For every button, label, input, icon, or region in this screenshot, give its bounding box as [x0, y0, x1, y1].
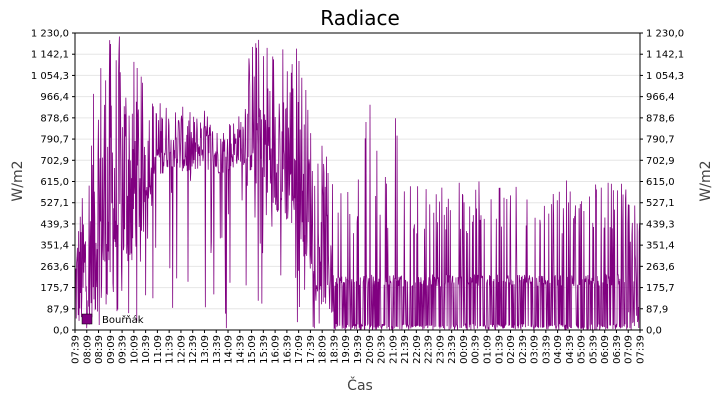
y-tick-label: 1 230,0 [31, 29, 69, 40]
y-tick-label: 878,6 [646, 113, 675, 124]
x-tick-label: 09:09 [106, 335, 117, 364]
x-tick-label: 08:09 [82, 335, 93, 364]
y-tick-label: 527,1 [40, 198, 69, 209]
x-tick-label: 19:39 [353, 335, 364, 364]
x-tick-label: 23:39 [447, 335, 458, 364]
x-tick-label: 17:39 [306, 335, 317, 364]
x-tick-label: 23:09 [435, 335, 446, 364]
y-tick-label: 351,4 [646, 241, 675, 252]
x-tick-label: 14:09 [224, 335, 235, 364]
x-tick-label: 11:39 [165, 335, 176, 364]
legend: Bouřňák [81, 313, 144, 326]
x-tick-label: 08:39 [94, 335, 105, 364]
y-axis-left: 0,0 87,9 175,7 263,6 351,4 439,3 527,1 615,0 702… [31, 29, 75, 337]
chart-title: Radiace [320, 6, 400, 30]
x-tick-label: 00:39 [471, 335, 482, 364]
y-tick-label: 966,4 [646, 92, 675, 103]
y-tick-label: 87,9 [646, 304, 668, 315]
y-tick-label: 1 142,1 [646, 50, 684, 61]
y-tick-label: 175,7 [40, 283, 69, 294]
x-tick-label: 03:39 [541, 335, 552, 364]
series-line [74, 36, 641, 332]
x-tick-label: 21:09 [388, 335, 399, 364]
x-tick-label: 04:39 [565, 335, 576, 364]
x-tick-label: 10:09 [129, 335, 140, 364]
x-tick-label: 00:09 [459, 335, 470, 364]
x-tick-label: 09:39 [118, 335, 129, 364]
y-tick-label: 0,0 [646, 326, 662, 337]
x-tick-label: 19:09 [341, 335, 352, 364]
y-tick-label: 790,7 [646, 135, 675, 146]
y-tick-label: 1 142,1 [31, 50, 69, 61]
y-tick-label: 439,3 [40, 219, 69, 230]
y-tick-label: 878,6 [40, 113, 69, 124]
y-tick-label: 263,6 [40, 262, 69, 273]
x-tick-label: 20:09 [365, 335, 376, 364]
y-tick-label: 351,4 [40, 241, 69, 252]
y-tick-label: 702,9 [646, 156, 675, 167]
x-tick-label: 07:09 [624, 335, 635, 364]
y-tick-label: 175,7 [646, 283, 675, 294]
x-tick-label: 01:39 [494, 335, 505, 364]
x-tick-label: 02:39 [518, 335, 529, 364]
y-tick-label: 702,9 [40, 156, 69, 167]
x-tick-label: 18:09 [318, 335, 329, 364]
y-tick-label: 527,1 [646, 198, 675, 209]
y-tick-label: 1 230,0 [646, 29, 684, 40]
x-tick-label: 03:09 [530, 335, 541, 364]
y-axis-right: 0,0 87,9 175,7 263,6 351,4 439,3 527,1 615,0 702… [640, 29, 684, 337]
legend-label: Bouřňák [102, 314, 144, 326]
x-tick-label: 07:39 [636, 335, 647, 364]
x-tick-label: 01:09 [482, 335, 493, 364]
x-tick-label: 15:09 [247, 335, 258, 364]
x-tick-label: 12:09 [176, 335, 187, 364]
x-tick-label: 15:39 [259, 335, 270, 364]
x-tick-label: 13:39 [212, 335, 223, 364]
y-tick-label: 966,4 [40, 92, 69, 103]
y-tick-label: 1 054,3 [31, 71, 69, 82]
x-tick-label: 16:09 [271, 335, 282, 364]
x-tick-label: 17:09 [294, 335, 305, 364]
x-tick-label: 22:09 [412, 335, 423, 364]
x-axis: 07:39 08:09 08:39 09:09 09:39 10:09 10:39 11:09… [71, 330, 647, 364]
x-tick-label: 06:39 [612, 335, 623, 364]
y-tick-label: 615,0 [40, 177, 69, 188]
y-tick-label: 0,0 [53, 326, 69, 337]
x-tick-label: 20:39 [377, 335, 388, 364]
x-tick-label: 11:09 [153, 335, 164, 364]
x-tick-label: 22:39 [424, 335, 435, 364]
x-tick-label: 05:39 [588, 335, 599, 364]
series-bournak [74, 36, 641, 332]
y-tick-label: 615,0 [646, 177, 675, 188]
x-tick-label: 21:39 [400, 335, 411, 364]
x-tick-label: 05:09 [577, 335, 588, 364]
y-tick-label: 1 054,3 [646, 71, 684, 82]
x-tick-label: 10:39 [141, 335, 152, 364]
y-tick-label: 263,6 [646, 262, 675, 273]
x-tick-label: 07:39 [71, 335, 82, 364]
y-tick-label: 790,7 [40, 135, 69, 146]
x-tick-label: 18:39 [329, 335, 340, 364]
x-tick-label: 04:09 [553, 335, 564, 364]
x-tick-label: 16:39 [282, 335, 293, 364]
x-tick-label: 02:09 [506, 335, 517, 364]
x-axis-label: Čas [347, 376, 373, 394]
legend-swatch [81, 313, 93, 325]
y-axis-label-right: W/m2 [698, 160, 714, 201]
y-tick-label: 439,3 [646, 219, 675, 230]
x-tick-label: 12:39 [188, 335, 199, 364]
x-tick-label: 13:09 [200, 335, 211, 364]
y-axis-label-left: W/m2 [10, 160, 26, 201]
x-tick-label: 14:39 [235, 335, 246, 364]
y-tick-label: 87,9 [47, 304, 69, 315]
x-tick-label: 06:09 [600, 335, 611, 364]
